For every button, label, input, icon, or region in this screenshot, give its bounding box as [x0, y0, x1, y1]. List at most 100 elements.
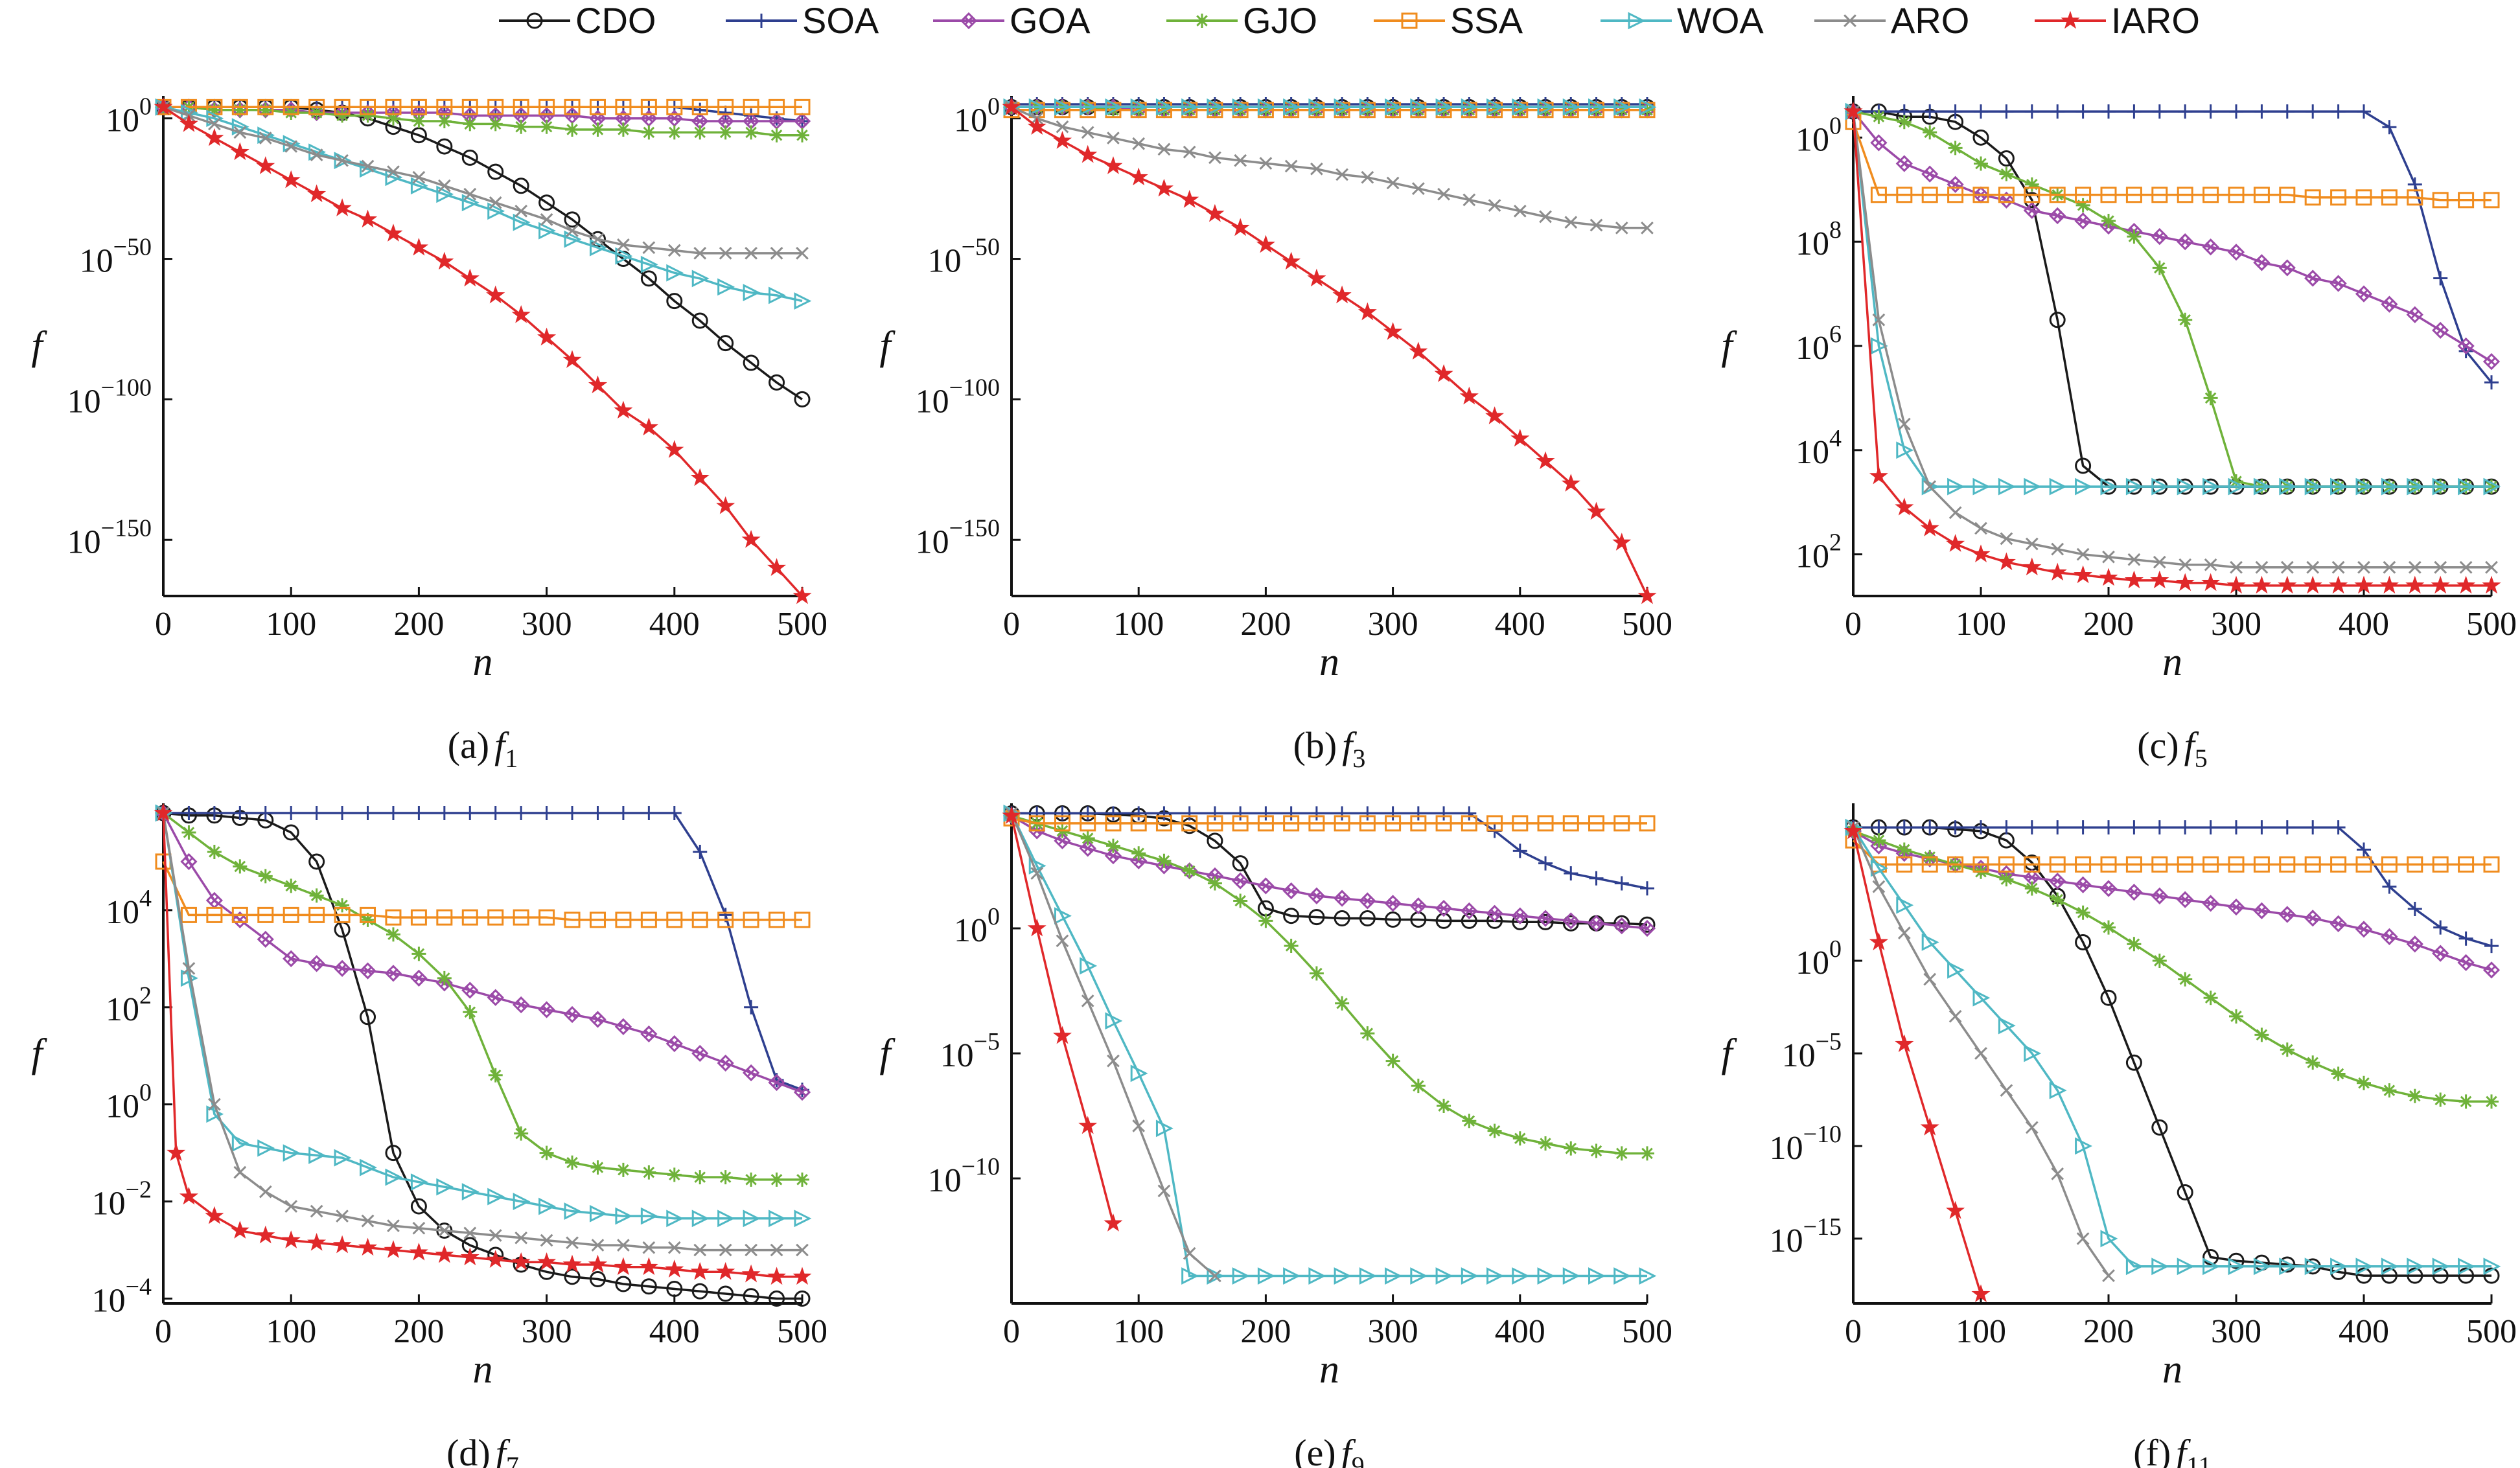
data-point [691, 1283, 708, 1300]
y-tick-label: 100 [106, 1079, 152, 1125]
data-point [2381, 477, 2399, 496]
series-line [162, 812, 802, 1252]
y-tick-label: 10−150 [67, 514, 152, 560]
caption-prefix: (b) [1293, 724, 1337, 766]
data-point [539, 119, 554, 134]
y-tick-base: 10 [1782, 1037, 1816, 1074]
data-point [1205, 203, 1225, 222]
data-point [538, 909, 555, 926]
y-tick-base: 10 [1796, 945, 1829, 981]
data-point [1640, 1146, 1654, 1161]
series-aro [1847, 105, 2498, 574]
x-tick-label: 100 [266, 1313, 316, 1350]
data-point [2433, 1092, 2448, 1107]
data-point [667, 1167, 682, 1182]
data-point [2354, 575, 2374, 594]
data-point [1052, 131, 1072, 149]
series-line [1852, 827, 2110, 1277]
y-tick-exponent: −150 [949, 514, 1000, 542]
data-point [1615, 221, 1628, 235]
data-point [1614, 876, 1629, 891]
data-point [2329, 275, 2347, 292]
data-point [1028, 815, 1045, 832]
data-point [2203, 991, 2218, 1005]
data-point [1154, 178, 1173, 197]
y-tick-exponent: 4 [1829, 425, 1842, 452]
data-point [1056, 120, 1069, 133]
series-line [1010, 106, 1648, 597]
data-point [2355, 477, 2374, 496]
data-point [1207, 98, 1225, 116]
data-point [2228, 477, 2246, 496]
x-axis-label: n [2162, 1348, 2182, 1392]
legend-label: CDO [575, 0, 656, 41]
data-point [1974, 522, 1987, 535]
x-tick-label: 400 [1495, 1313, 1545, 1350]
data-point [1923, 480, 1937, 493]
data-point [1410, 98, 1428, 116]
data-point [717, 912, 734, 928]
data-point [514, 119, 529, 134]
data-point [794, 292, 812, 310]
data-point [562, 350, 582, 369]
data-point [1562, 912, 1580, 930]
data-point [387, 1219, 400, 1232]
data-point [283, 98, 299, 115]
data-point [566, 224, 579, 238]
data-point [488, 805, 503, 820]
data-point [2100, 1230, 2118, 1248]
data-point [360, 906, 376, 923]
x-axis-label: n [473, 1348, 493, 1392]
data-point [281, 170, 301, 189]
data-point [1947, 176, 1964, 193]
series-line [162, 812, 803, 1094]
x-tick-label: 100 [1113, 1313, 1164, 1350]
x-tick-label: 100 [266, 606, 316, 643]
legend-marker [754, 14, 769, 28]
data-point [2483, 192, 2500, 209]
data-point [717, 98, 734, 115]
y-tick-exponent: 6 [1829, 321, 1842, 348]
x-tick-label: 500 [777, 1313, 827, 1350]
data-point [1972, 129, 1989, 146]
data-point [1182, 864, 1197, 878]
data-point [2253, 856, 2270, 873]
x-tick-label: 200 [1240, 606, 1291, 643]
data-point [564, 1268, 581, 1285]
data-point [1589, 871, 1604, 886]
data-point [1487, 1123, 1502, 1138]
data-point [1107, 132, 1120, 144]
data-point [1257, 1267, 1275, 1285]
data-point [717, 278, 735, 296]
data-point [1308, 887, 1326, 904]
chart-panel-b: 0 100 200 300 400 50010010−5010−10010−150nf(b… [879, 93, 1672, 773]
data-point [2099, 568, 2118, 586]
data-point [538, 1001, 555, 1018]
data-point [2484, 375, 2499, 390]
data-point [1385, 1053, 1400, 1068]
data-point [1359, 815, 1376, 832]
data-point [2203, 104, 2218, 119]
data-point [1974, 156, 1988, 171]
data-point [411, 114, 426, 129]
data-point [1871, 820, 1886, 835]
data-point [1232, 855, 1249, 872]
data-point [2127, 229, 2142, 244]
series-line [1853, 830, 2491, 1103]
y-tick-label: 100 [1796, 935, 1842, 981]
series-aro [1005, 100, 1654, 235]
data-point [693, 247, 707, 260]
data-point [693, 125, 708, 140]
data-point [2000, 1084, 2013, 1097]
x-tick-label: 300 [2211, 1313, 2261, 1350]
data-point [665, 1035, 683, 1053]
data-point [1435, 98, 1453, 116]
data-point [1562, 915, 1579, 932]
data-point [2101, 214, 2116, 228]
data-point [2355, 1267, 2372, 1284]
data-point [1614, 1146, 1629, 1161]
data-point [1157, 806, 1172, 821]
data-point [1081, 126, 1094, 139]
data-point [590, 122, 605, 137]
